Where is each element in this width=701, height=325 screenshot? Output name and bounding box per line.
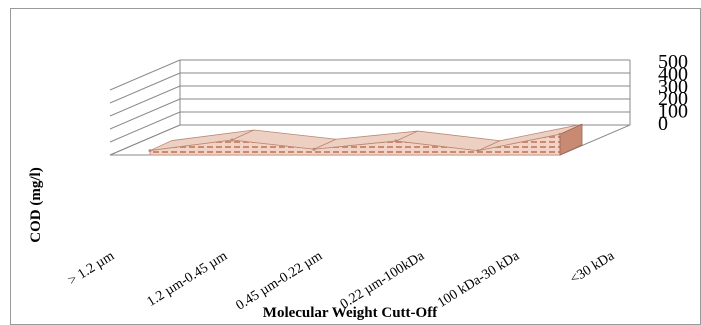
y-tick-label: 300 bbox=[658, 76, 688, 98]
gridline-side bbox=[109, 59, 181, 91]
data-point bbox=[312, 147, 316, 151]
y-tick-label: 200 bbox=[658, 88, 688, 110]
data-point bbox=[230, 138, 234, 142]
y-axis-title: COD (mg/l) bbox=[28, 167, 44, 242]
data-point bbox=[148, 149, 152, 153]
x-axis-title: Molecular Weight Cutt-Off bbox=[263, 305, 438, 321]
x-tick-label: 100 kDa-30 kDa bbox=[435, 248, 523, 311]
x-tick-label: 1.2 µm-0.45 µm bbox=[145, 249, 231, 310]
x-tick-label: <30 kDa bbox=[568, 248, 618, 287]
chart-border bbox=[10, 8, 701, 325]
gridline-side bbox=[109, 98, 181, 130]
y-tick-label: 100 bbox=[658, 101, 688, 123]
y-tick-label: 500 bbox=[658, 51, 688, 73]
data-point bbox=[394, 139, 398, 143]
x-axis-ticks: > 1.2 µm 1.2 µm-0.45 µm 0.45 µm-0.22 µm 0.2… bbox=[66, 248, 618, 313]
area-series bbox=[148, 123, 583, 156]
x-tick-label: > 1.2 µm bbox=[66, 249, 118, 289]
data-point bbox=[558, 132, 562, 136]
gridline-side bbox=[109, 111, 181, 143]
y-tick-label: 400 bbox=[658, 63, 688, 85]
gridline-side bbox=[109, 72, 181, 104]
gridlines bbox=[109, 59, 631, 156]
x-tick-label: 0.22 µm-100kDa bbox=[338, 248, 428, 312]
x-tick-label: 0.45 µm-0.22 µm bbox=[234, 249, 326, 314]
gridline-side bbox=[109, 85, 181, 117]
area-end-cap bbox=[559, 123, 583, 156]
data-point bbox=[476, 149, 480, 153]
y-tick-label: 0 bbox=[658, 113, 668, 135]
